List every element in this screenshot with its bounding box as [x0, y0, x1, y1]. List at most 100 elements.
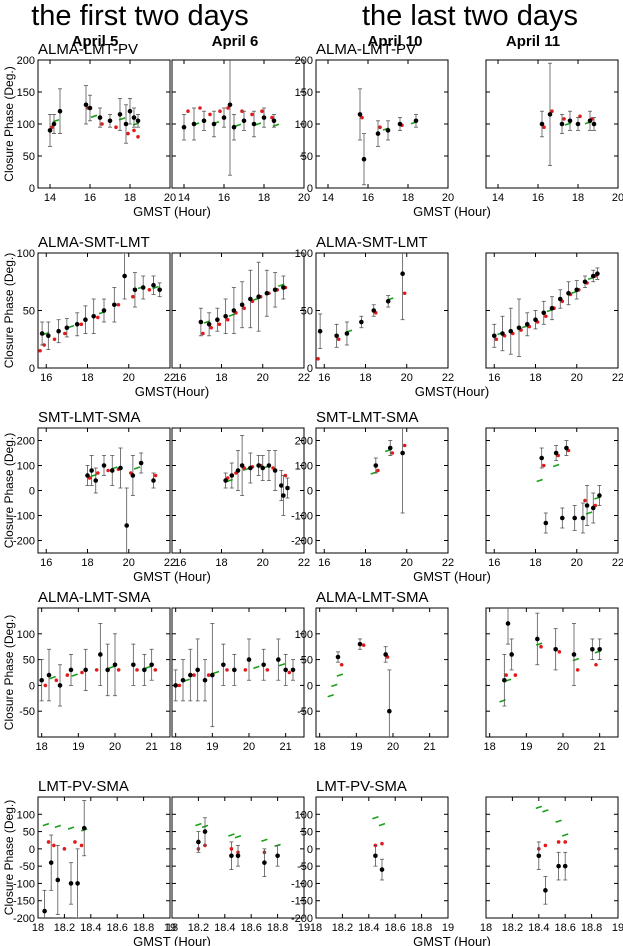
model-red-mark — [494, 337, 499, 342]
observed-point — [42, 908, 47, 914]
x-tick-label: 18 — [310, 922, 322, 934]
observed-point — [387, 708, 392, 714]
model-red-mark — [217, 322, 222, 327]
observed-point — [46, 333, 51, 339]
model-red-mark — [96, 471, 100, 475]
observed-point — [81, 825, 87, 831]
observed-point — [373, 853, 378, 859]
observed-point — [491, 333, 497, 339]
observed-point — [64, 325, 70, 331]
x-tick-label: 18.8 — [411, 922, 432, 934]
plot-area — [535, 805, 569, 905]
plot-area — [491, 267, 600, 357]
x-tick-label: 18 — [81, 557, 93, 569]
chart-title: LMT-PV-SMA — [316, 778, 407, 795]
observed-point — [227, 102, 233, 108]
observed-point — [138, 460, 144, 466]
plot-frame — [315, 427, 449, 554]
model-red-mark — [541, 463, 546, 468]
x-tick-label: 20 — [243, 741, 255, 753]
x-tick-label: 20 — [557, 741, 569, 753]
observed-point — [371, 308, 377, 313]
observed-point — [173, 683, 178, 688]
observed-point — [591, 121, 597, 127]
observed-point — [560, 515, 565, 521]
plot-frame — [315, 607, 449, 738]
observed-point — [539, 455, 544, 461]
plot-area — [173, 623, 296, 728]
plot-area — [39, 623, 158, 707]
model-red-mark — [544, 314, 548, 319]
model-green-mark — [42, 822, 50, 827]
model-red-mark — [79, 322, 84, 327]
x-tick-label: 16 — [488, 372, 500, 384]
x-tick-label: 21 — [280, 741, 292, 753]
x-tick-label: 20 — [164, 192, 176, 204]
model-red-mark — [192, 673, 196, 677]
model-red-mark — [575, 668, 580, 672]
observed-point — [101, 308, 107, 313]
observed-point — [543, 888, 548, 893]
x-tick-label: 18 — [215, 372, 227, 384]
observed-point — [385, 299, 391, 304]
plot-area — [536, 440, 602, 534]
chart-title: LMT-PV-SMA — [38, 778, 129, 795]
model-red-mark — [225, 317, 230, 322]
observed-point — [68, 667, 74, 673]
observed-point — [248, 296, 253, 302]
x-tick-label: 20 — [387, 741, 399, 753]
panel-april-6: 16 18 20 22 — [171, 252, 310, 384]
x-axis-label: GMST(Hour) — [135, 384, 209, 399]
observed-point — [509, 652, 514, 657]
model-red-mark — [198, 106, 202, 110]
observed-point — [533, 317, 538, 323]
x-tick-label: 18.8 — [133, 922, 154, 934]
observed-point — [387, 445, 393, 451]
model-green-mark — [331, 683, 338, 688]
plot-frame — [37, 607, 171, 738]
observed-point — [235, 468, 241, 473]
model-red-mark — [94, 668, 99, 672]
y-tick-label: 0 — [29, 363, 35, 375]
model-green-mark — [49, 675, 56, 680]
observed-point — [279, 483, 284, 488]
observed-point — [261, 662, 266, 668]
x-tick-label: 22 — [612, 557, 623, 569]
chart-row-lmt-pv-sma: LMT-PV-SMA LMT-PV-SMA Closure Phase (Deg.)… — [2, 778, 623, 946]
observed-point — [344, 331, 350, 336]
observed-point — [57, 108, 63, 114]
observed-point — [130, 473, 136, 478]
model-red-mark — [52, 337, 57, 342]
observed-point — [549, 305, 555, 311]
x-tick-label: 18.2 — [502, 922, 523, 934]
y-tick-label: -200 — [291, 536, 313, 548]
observed-point — [46, 672, 52, 678]
x-tick-label: 16 — [318, 372, 330, 384]
observed-point — [85, 473, 90, 478]
model-red-mark — [550, 109, 554, 113]
observed-point — [202, 677, 208, 683]
model-red-mark — [218, 109, 222, 113]
x-tick-label: 16 — [218, 192, 230, 204]
model-red-mark — [206, 673, 211, 677]
observed-point — [239, 463, 245, 468]
y-tick-label: -150 — [291, 896, 313, 908]
model-red-mark — [265, 668, 270, 672]
x-tick-label: 18 — [258, 192, 270, 204]
y-tick-label: 200 — [17, 55, 35, 67]
observed-point — [559, 121, 565, 127]
observed-point — [413, 118, 419, 124]
y-tick-label: 50 — [23, 827, 35, 839]
observed-point — [334, 333, 339, 339]
x-tick-label: 14 — [178, 192, 190, 204]
observed-point — [597, 646, 602, 652]
observed-point — [264, 290, 270, 296]
x-tick-label: 14 — [322, 192, 334, 204]
y-tick-label: 100 — [295, 809, 313, 821]
observed-point — [132, 287, 138, 293]
model-red-mark — [542, 125, 546, 129]
chart-rows: ALMA-LMT-PV ALMA-LMT-PV Closure Phase (Deg… — [2, 41, 623, 946]
y-tick-label: 0 — [307, 183, 313, 195]
plot-frame — [315, 252, 449, 369]
x-tick-label: 18.6 — [106, 922, 127, 934]
